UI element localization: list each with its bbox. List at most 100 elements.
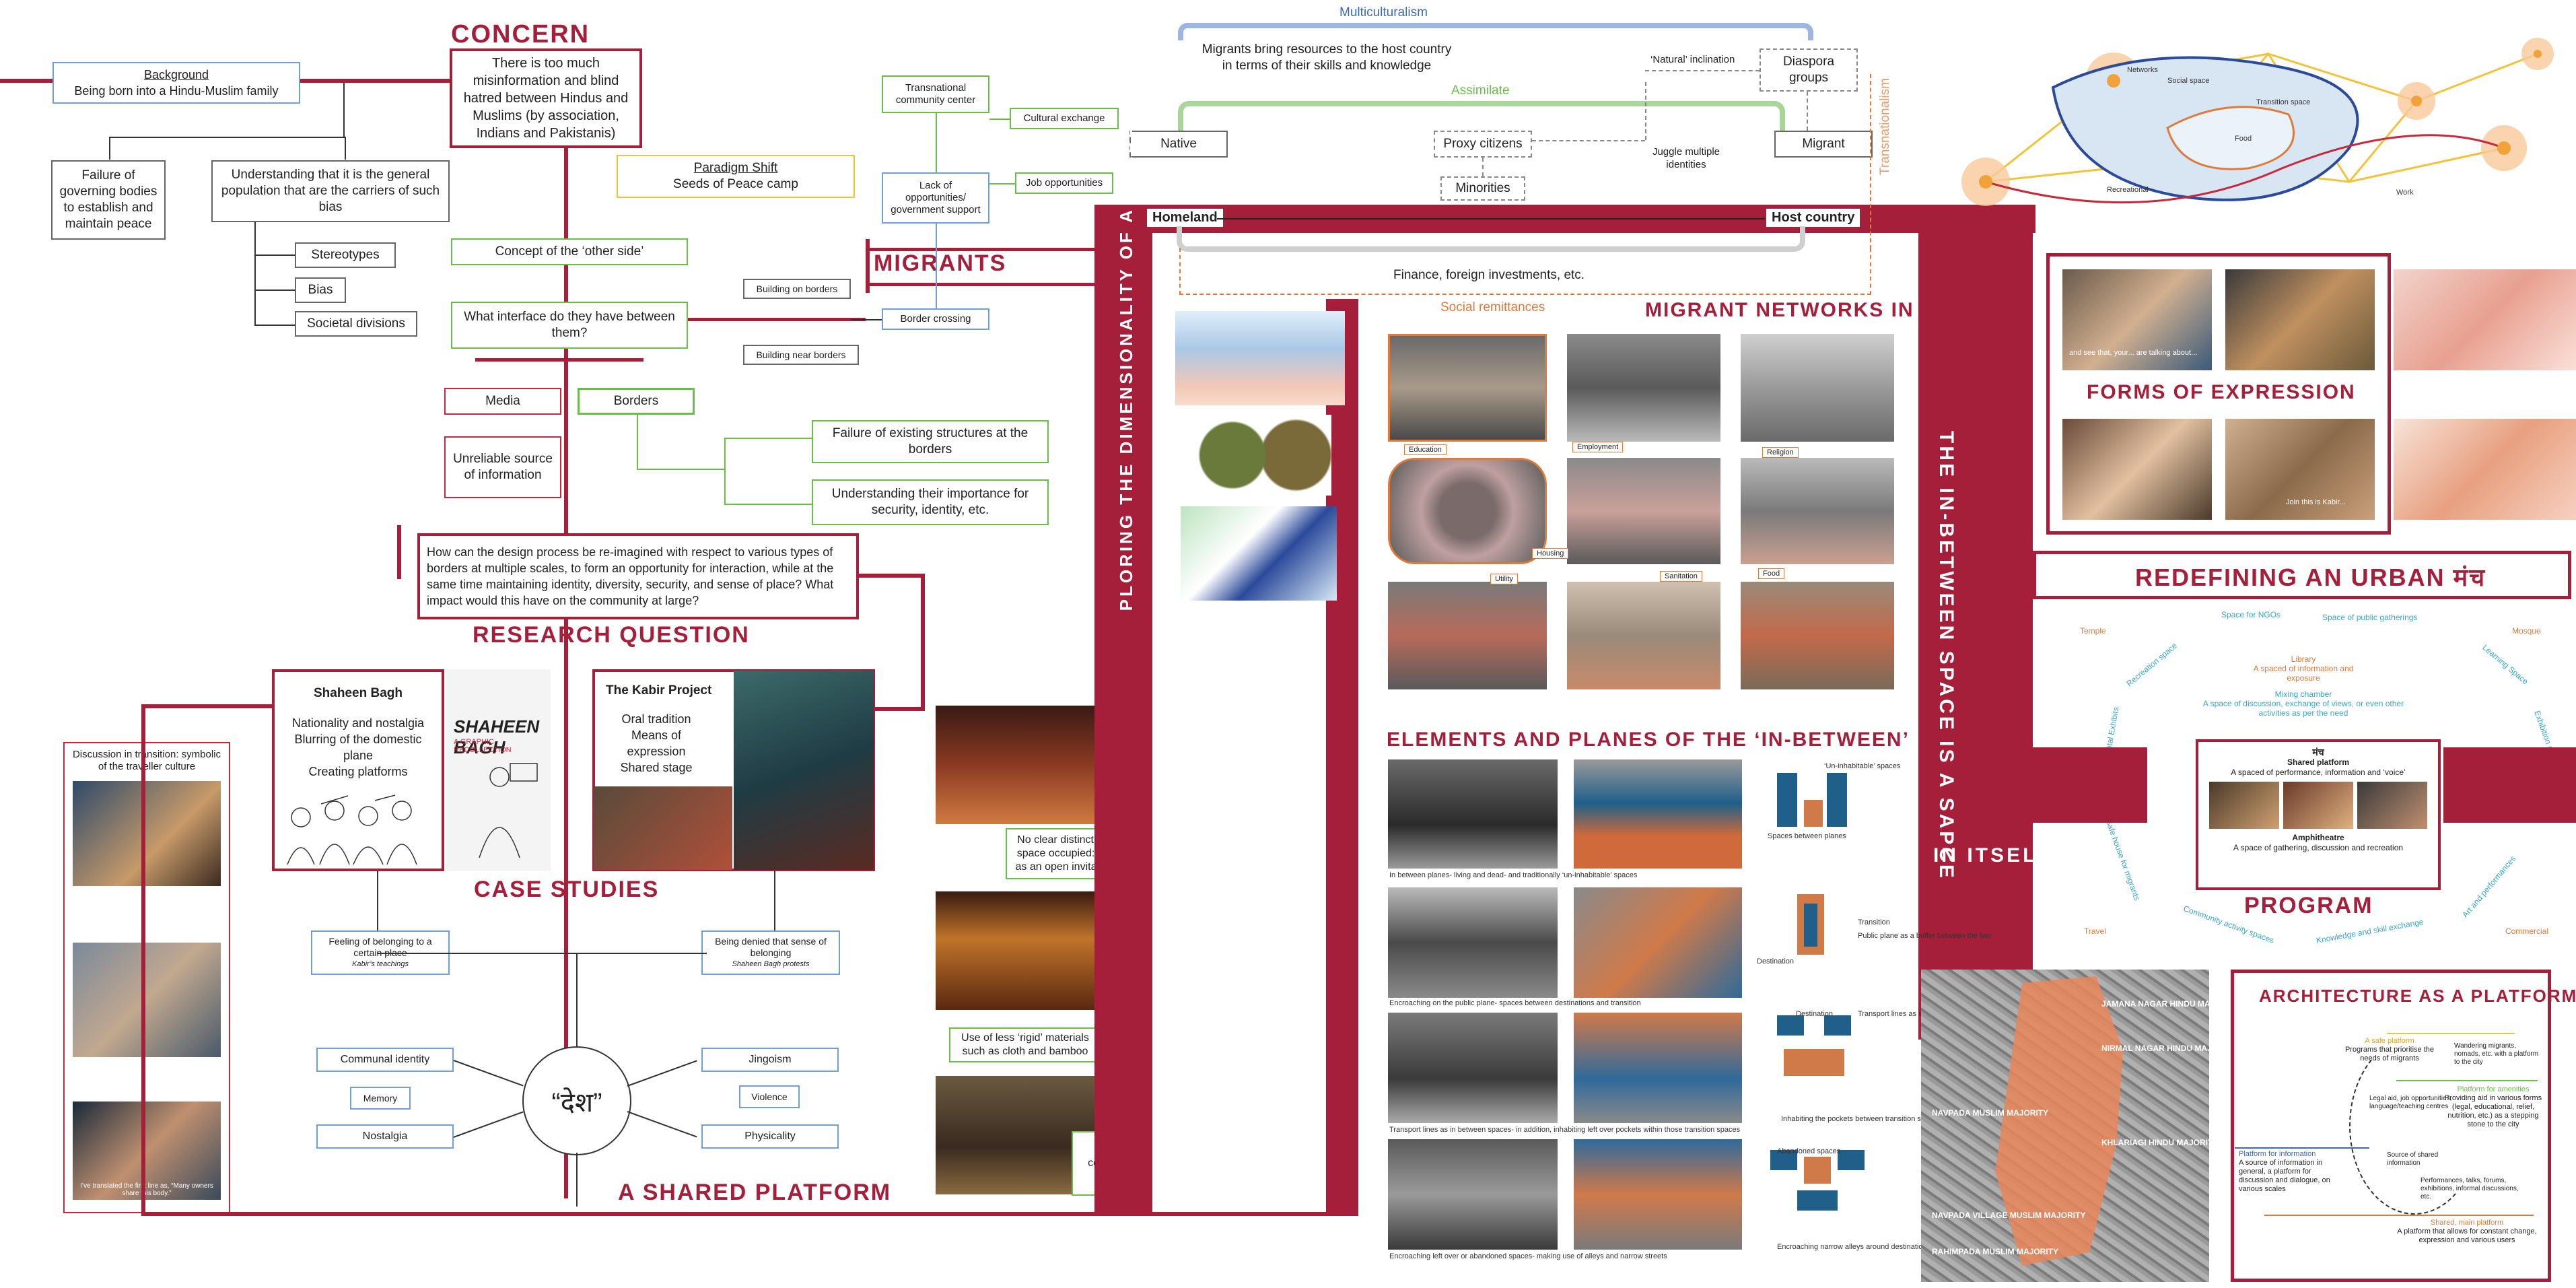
manch-photo-2 [2283, 782, 2353, 829]
connector-line [109, 137, 345, 138]
site-label-4: NAVPADA MUSLIM MAJORITY [1932, 1108, 2049, 1118]
cultural-box: Cultural exchange [1010, 108, 1119, 129]
background-label: Background [143, 68, 209, 81]
label-utility: Utility [1490, 574, 1518, 584]
site-label-2: NIRMAL NAGAR HINDU MAJORITY [2101, 1044, 2237, 1053]
arch-item-7: A platform that allows for constant chan… [2397, 1227, 2537, 1244]
arch-item-8: Wandering migrants, nomads, etc. with a … [2454, 1042, 2539, 1066]
dashed-line [1482, 158, 1485, 176]
connector-line [141, 742, 145, 1213]
food-photo [1741, 458, 1894, 564]
connector-line [866, 248, 1101, 251]
shaheen-box: Shaheen Bagh Nationality and nostalgia B… [272, 669, 444, 871]
diag-label-9: Abandoned spaces [1777, 1147, 1841, 1155]
connector-line [576, 1153, 578, 1207]
connector-line [866, 283, 1101, 286]
background-box: Background Being born into a Hindu-Musli… [53, 62, 300, 104]
paradigm-box: Paradigm Shift Seeds of Peace camp [617, 155, 855, 198]
label-housing: Housing [1532, 548, 1569, 559]
finance-label: Finance, foreign investments, etc. [1393, 268, 1585, 282]
memory-box: Memory [350, 1087, 411, 1110]
shared-sub: A spaced of performance, information and… [2231, 768, 2406, 777]
map-label-8: Work [2396, 189, 2414, 197]
kabir-lines: Oral tradition Means of expression Share… [620, 712, 693, 774]
connector-line [936, 224, 937, 308]
connector-line [254, 255, 295, 256]
expression-photo-6 [2394, 419, 2576, 520]
crossing-box: Border crossing [882, 308, 989, 330]
building-on-box: Building on borders [743, 279, 851, 299]
employment-photo [1567, 334, 1720, 442]
arc-travel: Travel [2084, 926, 2106, 936]
borders-box: Borders [578, 388, 695, 415]
site-label-5: NAVPADA VILLAGE MUSLIM MAJORITY [1932, 1211, 2086, 1220]
diag-label-6: Destination [1796, 1010, 1834, 1018]
subtitle-text: I’ve translated the first line as, “Many… [80, 1182, 213, 1197]
arc-knowledge: Knowledge and skill exchange [2316, 917, 2425, 945]
job-box: Job opportunities [1015, 172, 1113, 194]
arch-shared: Shared, main platform A platform that al… [2396, 1219, 2538, 1245]
dashed-line [1645, 70, 1760, 73]
mixing-block: Mixing chamber A space of discussion, ex… [2194, 689, 2412, 718]
arch-safe: A safe platform Programs that prioritise… [2342, 1037, 2437, 1063]
concern-title: CONCERN [451, 20, 590, 48]
site-label-3: KHLARIAGI HINDU MAJORITY [2101, 1138, 2219, 1147]
expression-photo-5: Join this is Kabir... [2225, 419, 2375, 520]
connector-line [724, 504, 812, 505]
connector-line [688, 318, 866, 321]
connector-line [627, 1060, 697, 1087]
shaheen-book-cover: SHAHEEN BAGH A GRAPHIC RECOLLECTION [446, 669, 551, 871]
elements-caption-4: Encroaching left over or abandoned space… [1389, 1252, 1667, 1260]
remittances-line [1179, 248, 1871, 295]
inbetween-line2: IN ITSELF [1933, 844, 2053, 867]
connector-line [453, 1060, 524, 1087]
shaheen-title: Shaheen Bagh [314, 686, 403, 700]
homeland-label: Homeland [1147, 209, 1223, 227]
unreliable-box: Unreliable source of information [444, 436, 561, 498]
elements-photo-1 [1388, 759, 1558, 869]
connector-line [851, 319, 882, 320]
elements-caption-3: Transport lines as in between spaces- in… [1389, 1126, 1741, 1134]
arc-temple: Temple [2080, 626, 2106, 636]
connector-line [774, 871, 775, 930]
arch-item-11: Performances, talks, forums, exhibitions… [2421, 1177, 2519, 1200]
expression-title: FORMS OF EXPRESSION [2087, 381, 2356, 403]
amph-title: Amphitheatre [2292, 833, 2344, 842]
natural-label: ‘Natural’ inclination [1650, 54, 1735, 65]
connector-line [397, 525, 401, 579]
connector-line [453, 1111, 524, 1138]
library-sub: A spaced of information and exposure [2253, 664, 2354, 683]
failure-box: Failure of governing bodies to establish… [51, 160, 166, 240]
elements-photo-3b [1574, 1013, 1742, 1123]
transnationalism-label: Transnationalism [1878, 78, 1892, 175]
arch-item-1: Programs that prioritise the needs of mi… [2344, 1046, 2435, 1062]
other-side-box: Concept of the ‘other side’ [451, 238, 688, 265]
label-employment: Employment [1572, 442, 1624, 452]
connector-line [874, 707, 925, 711]
connector-line [637, 415, 638, 469]
dashed-line [1807, 92, 1809, 131]
sanitation-photo [1567, 458, 1720, 564]
utility-photo [1388, 582, 1547, 689]
connector-line [109, 137, 110, 160]
education-photo [1388, 334, 1547, 442]
amph-sub: A space of gathering, discussion and rec… [2233, 843, 2404, 852]
arc-mosque: Mosque [2512, 626, 2541, 636]
inbetween-band [1918, 205, 2033, 1040]
arc-recreation: Recreation space [2124, 640, 2179, 689]
map-label-7: Food [2235, 135, 2252, 143]
mixing-sub: A space of discussion, exchange of views… [2202, 699, 2404, 718]
manch-photo-1 [2209, 782, 2279, 829]
remittances-label: Social remittances [1440, 300, 1545, 314]
map-label-2: Networks [2127, 66, 2158, 74]
arc-public: Space of public gatherings [2322, 613, 2418, 622]
elements-photo-4 [1388, 1139, 1558, 1250]
dashed-line [1645, 82, 1648, 140]
concern-box: There is too much misinformation and bli… [450, 48, 642, 148]
diag-label-8: Inhabiting the pockets between transitio… [1781, 1115, 1941, 1123]
dashed-line [1532, 140, 1645, 143]
diag-label-3: Transition [1858, 918, 1890, 926]
film-still-3: I’ve translated the first line as, “Many… [73, 1101, 221, 1200]
expression-caption-1: and see that, your... are talking about.… [2069, 349, 2198, 357]
connector-line [475, 358, 643, 362]
